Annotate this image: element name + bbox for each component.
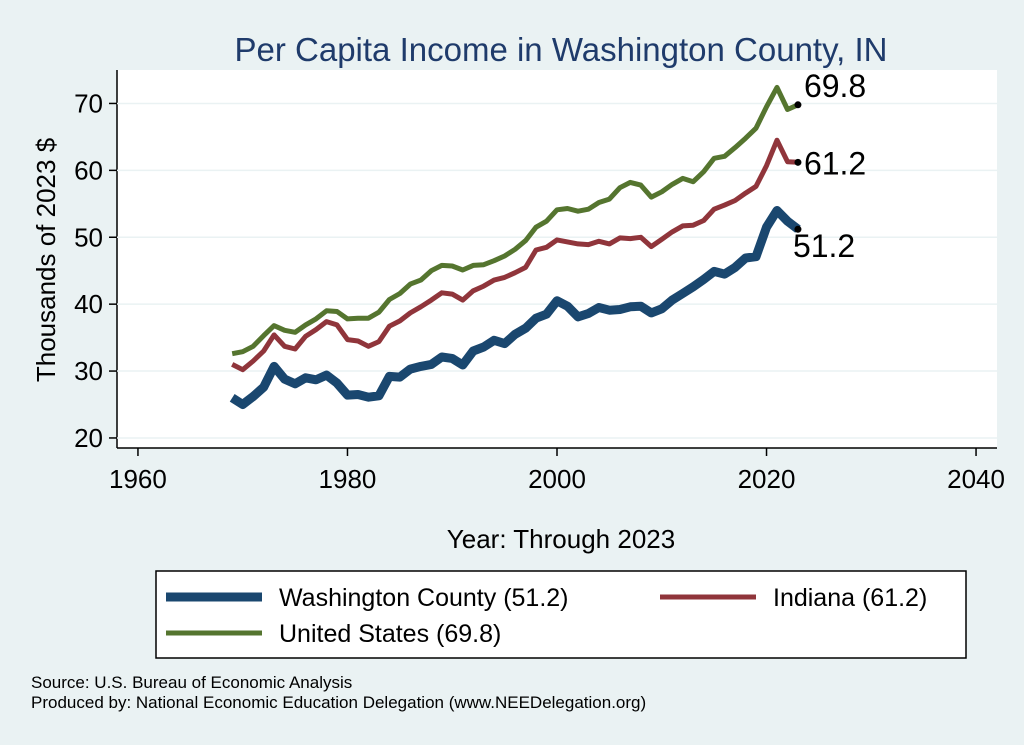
legend-label-washington-county: Washington County (51.2)	[279, 584, 569, 612]
end-label-united-states: 69.8	[804, 68, 866, 104]
legend-box	[155, 570, 967, 659]
series-line-united-states	[231, 84, 800, 357]
x-axis-title: Year: Through 2023	[447, 524, 675, 554]
y-tick-label: 40	[74, 289, 103, 319]
gridlines	[117, 102, 997, 439]
chart-title: Per Capita Income in Washington County, …	[235, 31, 888, 68]
x-tick-label: 2020	[738, 464, 796, 494]
series-line-indiana	[231, 137, 799, 373]
legend-label-indiana: Indiana (61.2)	[773, 584, 927, 612]
legend: Washington County (51.2) Indiana (61.2) …	[155, 570, 967, 659]
x-ticks: 1960 1980 2000 2020 2040	[109, 448, 1005, 494]
end-label-washington-county: 51.2	[793, 228, 855, 264]
y-tick-label: 50	[74, 222, 103, 252]
produced-by-line: Produced by: National Economic Education…	[31, 693, 646, 712]
y-ticks: 20 30 40 50 60 70	[74, 88, 117, 453]
end-marker	[794, 158, 802, 166]
y-tick-label: 70	[74, 88, 103, 118]
series-lines	[229, 84, 801, 409]
end-marker	[794, 225, 802, 233]
plot-area	[117, 70, 997, 448]
x-tick-label: 1960	[109, 464, 167, 494]
y-tick-label: 60	[74, 155, 103, 185]
x-tick-label: 2000	[528, 464, 586, 494]
series-line-washington-county	[229, 206, 801, 409]
x-tick-label: 2040	[947, 464, 1005, 494]
y-axis-title: Thousands of 2023 $	[31, 137, 61, 382]
x-tick-label: 1980	[319, 464, 377, 494]
source-line: Source: U.S. Bureau of Economic Analysis	[31, 673, 352, 692]
end-labels: 51.2 61.2 69.8	[793, 68, 866, 264]
y-tick-label: 30	[74, 356, 103, 386]
y-tick-label: 20	[74, 423, 103, 453]
end-label-indiana: 61.2	[804, 145, 866, 181]
legend-label-united-states: United States (69.8)	[279, 620, 501, 648]
end-marker	[794, 101, 802, 109]
